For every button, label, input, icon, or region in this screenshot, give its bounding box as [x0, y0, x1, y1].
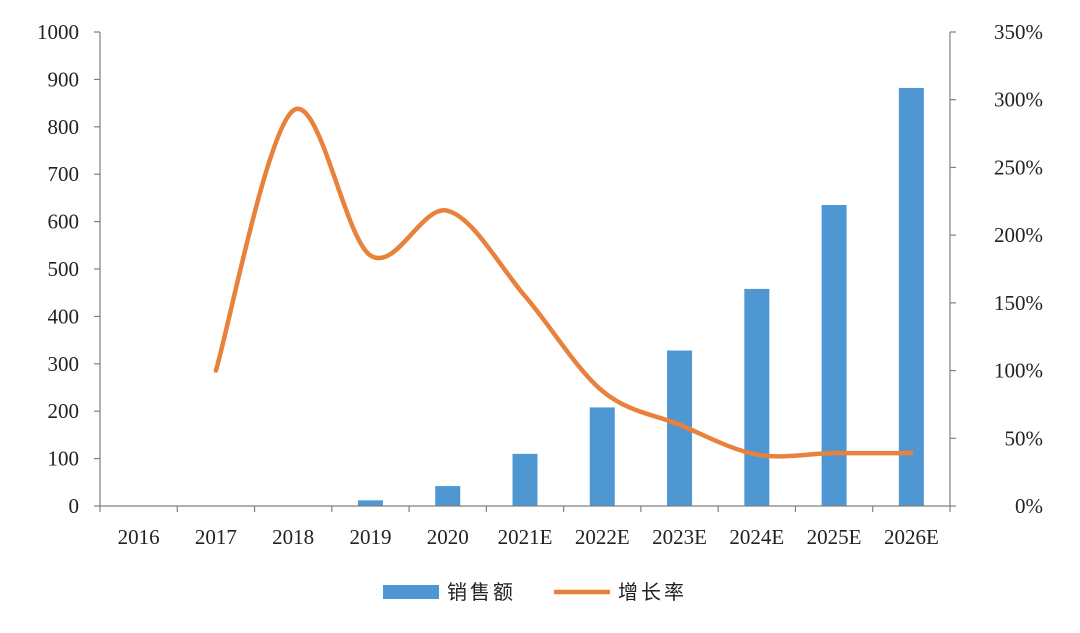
x-tick-label: 2020: [427, 525, 469, 549]
right-tick-label: 200%: [994, 223, 1043, 247]
bar-2019: [357, 500, 383, 506]
x-axis-ticks: 2016 2017 2018 2019 2020 2021E 2022E 2023E 2024E…: [118, 525, 939, 549]
right-tick-label: 350%: [994, 20, 1043, 44]
left-tick-label: 400: [48, 304, 80, 328]
x-tick-label: 2023E: [652, 525, 707, 549]
legend: 销售额 增长率: [383, 580, 687, 604]
bar-2025E: [821, 205, 847, 506]
x-tick-label: 2021E: [498, 525, 553, 549]
bar-2020: [435, 486, 461, 506]
bar-2021E: [512, 453, 538, 506]
legend-label-bar: 销售额: [447, 580, 516, 604]
left-tick-label: 500: [48, 257, 80, 281]
right-tick-label: 100%: [994, 359, 1043, 383]
left-tick-label: 1000: [37, 20, 79, 44]
left-tick-label: 900: [48, 67, 80, 91]
line-series: [213, 106, 914, 459]
left-tick-label: 800: [48, 115, 80, 139]
x-tick-label: 2024E: [729, 525, 784, 549]
x-tick-label: 2016: [118, 525, 160, 549]
x-tick-label: 2018: [272, 525, 314, 549]
right-tick-label: 0%: [1015, 494, 1043, 518]
x-tick-label: 2022E: [575, 525, 630, 549]
x-tick-label: 2019: [349, 525, 391, 549]
legend-swatch-bar: [383, 585, 439, 599]
growth-rate-line: [213, 106, 914, 459]
bar-series: [357, 87, 924, 506]
axes: [94, 31, 956, 512]
x-tick-label: 2017: [195, 525, 237, 549]
right-axis-ticks: 0% 50% 100% 150% 200% 250% 300% 350%: [994, 20, 1043, 518]
left-axis-ticks: 0 100 200 300 400 500 600 700 800 900 1000: [37, 20, 79, 518]
legend-label-line: 增长率: [618, 580, 687, 604]
x-tick-label: 2025E: [807, 525, 862, 549]
right-tick-label: 300%: [994, 88, 1043, 112]
left-tick-label: 300: [48, 352, 80, 376]
left-tick-label: 200: [48, 399, 80, 423]
left-tick-label: 100: [48, 447, 80, 471]
x-tick-label: 2026E: [884, 525, 939, 549]
bar-2022E: [589, 407, 615, 506]
right-tick-label: 250%: [994, 155, 1043, 179]
left-tick-label: 600: [48, 210, 80, 234]
bar-2026E: [898, 87, 924, 506]
left-tick-label: 0: [69, 494, 80, 518]
bar-2024E: [744, 288, 770, 506]
right-tick-label: 50%: [1005, 426, 1044, 450]
right-tick-label: 150%: [994, 291, 1043, 315]
left-tick-label: 700: [48, 162, 80, 186]
